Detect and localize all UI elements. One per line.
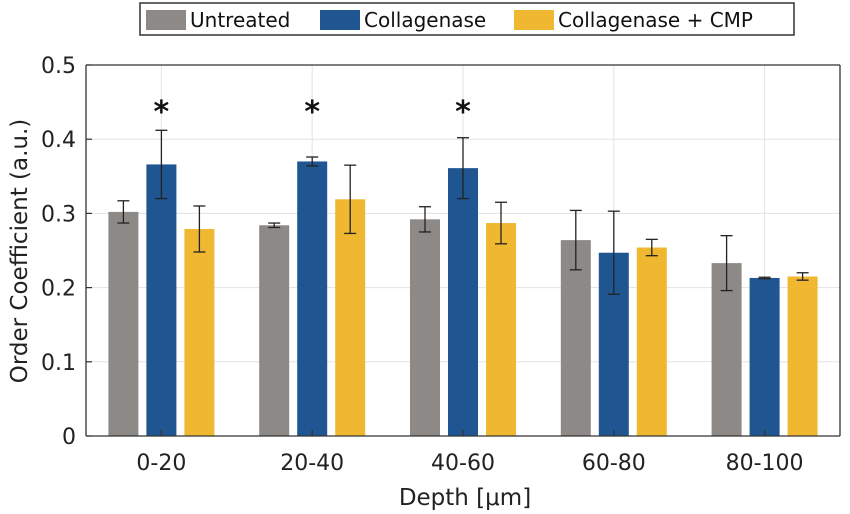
legend-label-collagenase: Collagenase [364,8,486,32]
x-tick-label: 20-40 [280,451,344,476]
legend-swatch-collagenase [320,10,360,30]
bar-untreated [711,263,742,436]
y-axis-ticks: 0 0.1 0.2 0.3 0.4 0.5 [41,54,841,450]
legend-label-collagenase-cmp: Collagenase + CMP [558,8,753,32]
bar-collagenase-cmp [184,228,215,436]
bar-collagenase [749,277,780,436]
x-tick-label: 60-80 [582,451,646,476]
significance-asterisk: * [455,95,471,130]
bar-collagenase-cmp [335,199,366,436]
x-tick-label: 80-100 [726,451,804,476]
significance-markers: * * * [154,95,472,130]
x-axis-ticks: 0-20 20-40 40-60 60-80 80-100 [86,430,840,476]
legend-box [139,2,795,36]
legend: Untreated Collagenase Collagenase + CMP [139,2,795,36]
bar-collagenase-cmp [636,247,667,436]
y-tick-label: 0.3 [41,202,76,227]
significance-asterisk: * [304,95,320,130]
y-tick-label: 0.2 [41,277,76,302]
x-axis-label: Depth [μm] [399,485,531,511]
bar-untreated [108,211,139,436]
bar-untreated [560,240,591,436]
y-axis-label: Order Coefficient (a.u.) [7,119,33,384]
y-tick-label: 0.5 [41,54,76,79]
bar-untreated [259,225,290,436]
bar-collagenase-cmp [787,276,818,436]
legend-swatch-untreated [146,10,186,30]
bar-collagenase [297,161,328,436]
y-tick-label: 0 [62,425,76,450]
y-tick-label: 0.4 [41,128,76,153]
legend-swatch-collagenase-cmp [514,10,554,30]
bars [108,161,818,437]
x-tick-label: 0-20 [136,451,186,476]
x-tick-label: 40-60 [431,451,495,476]
bar-collagenase [448,168,478,436]
bar-collagenase-cmp [486,223,516,436]
bar-collagenase [146,164,177,437]
error-bars [117,129,809,295]
y-tick-label: 0.1 [41,351,76,376]
bar-untreated [410,219,440,436]
significance-asterisk: * [154,95,170,130]
legend-label-untreated: Untreated [190,8,290,32]
